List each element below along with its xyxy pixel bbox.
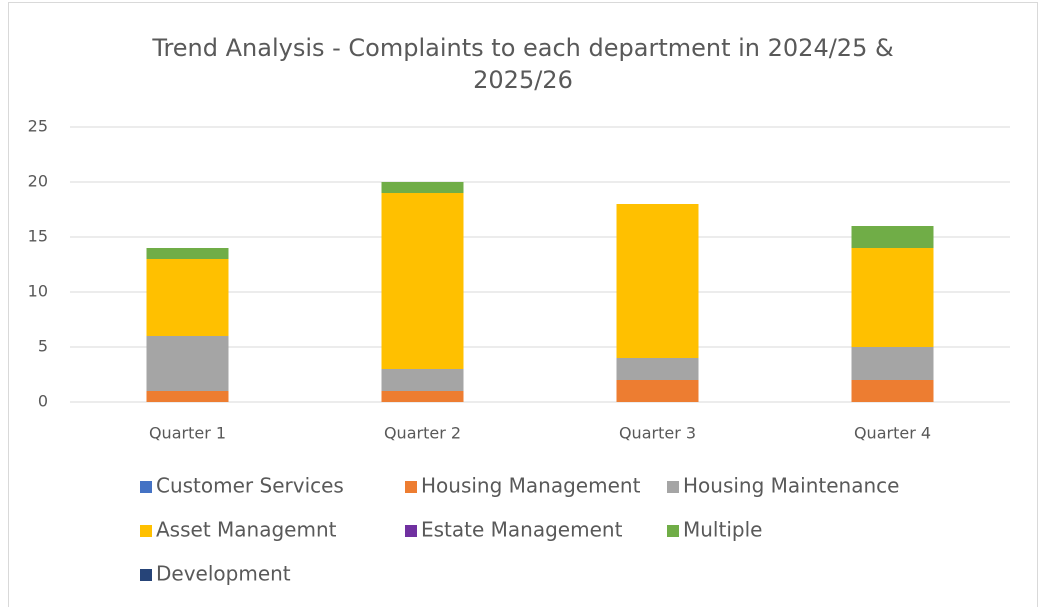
- bar-segment: [146, 391, 229, 402]
- y-tick-label: 10: [28, 282, 48, 301]
- bar-segment: [381, 391, 464, 402]
- bar-segment: [146, 336, 229, 391]
- legend-label: Asset Managemnt: [156, 518, 337, 542]
- chart-frame: [8, 2, 1038, 607]
- bar-segment: [381, 369, 464, 391]
- legend-swatch: [140, 481, 152, 493]
- legend-swatch: [405, 481, 417, 493]
- chart-title: Trend Analysis - Complaints to each depa…: [152, 34, 894, 94]
- bar-segment: [146, 259, 229, 336]
- legend-swatch: [667, 525, 679, 537]
- legend-swatch: [405, 525, 417, 537]
- bar-segment: [381, 182, 464, 193]
- x-tick-label: Quarter 4: [854, 424, 931, 443]
- legend-label: Development: [156, 562, 291, 586]
- x-tick-label: Quarter 1: [149, 424, 226, 443]
- bar-segment: [851, 226, 934, 248]
- bar-segment: [381, 193, 464, 369]
- bar-segment: [616, 358, 699, 380]
- legend-label: Customer Services: [156, 474, 344, 498]
- legend-swatch: [140, 525, 152, 537]
- legend-label: Multiple: [683, 518, 762, 542]
- y-tick-label: 0: [38, 392, 48, 411]
- legend-swatch: [140, 569, 152, 581]
- y-tick-label: 25: [28, 117, 48, 136]
- y-tick-label: 5: [38, 337, 48, 356]
- x-tick-label: Quarter 3: [619, 424, 696, 443]
- bar-segment: [851, 380, 934, 402]
- y-tick-label: 20: [28, 172, 48, 191]
- bar-segment: [146, 248, 229, 259]
- y-tick-label: 15: [28, 227, 48, 246]
- bar-segment: [851, 347, 934, 380]
- legend-label: Estate Management: [421, 518, 623, 542]
- legend-label: Housing Maintenance: [683, 474, 899, 498]
- legend-swatch: [667, 481, 679, 493]
- legend-label: Housing Management: [421, 474, 641, 498]
- bar-segment: [616, 380, 699, 402]
- bar-segment: [851, 248, 934, 347]
- bar-segment: [616, 204, 699, 358]
- x-tick-label: Quarter 2: [384, 424, 461, 443]
